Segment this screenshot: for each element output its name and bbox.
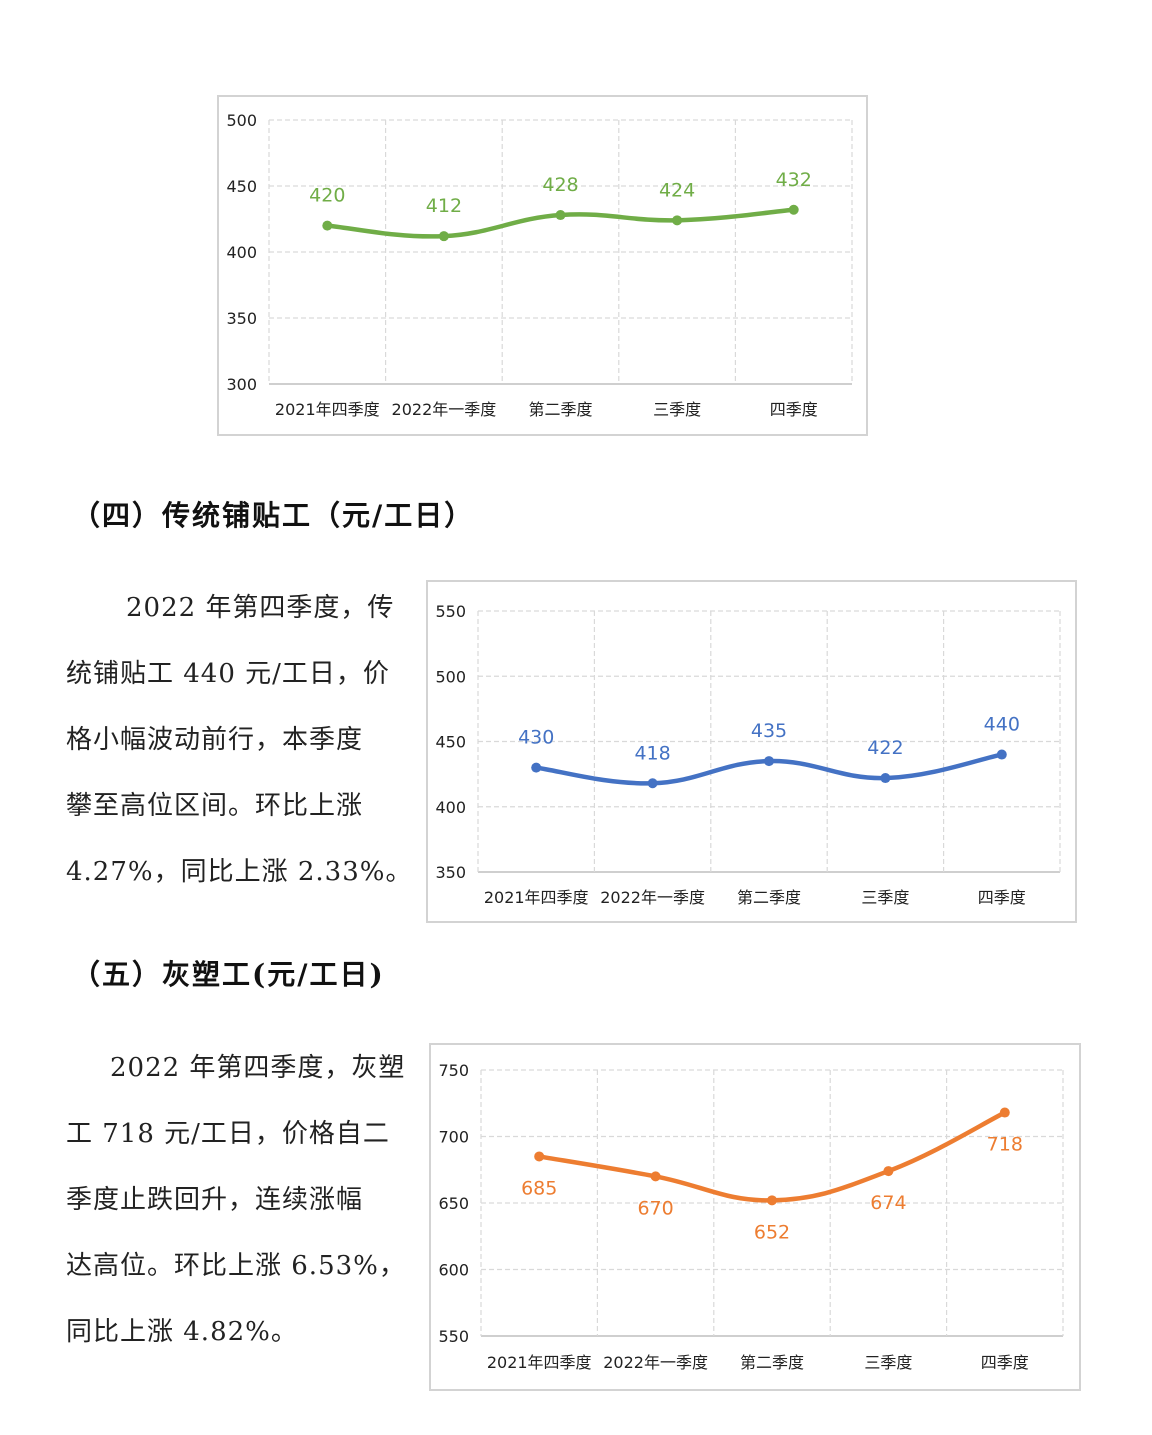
chart-bottom-svg: 550 600 650 700 750 2021年四季度 2022年一季度 第二季度 三季度 四季… [438,1061,1064,1372]
data-label: 652 [754,1221,790,1243]
data-label: 418 [634,742,670,764]
data-point [534,1151,545,1162]
data-label: 670 [637,1197,673,1219]
data-point [880,773,891,784]
data-label: 428 [542,174,578,196]
data-label: 412 [426,195,462,217]
data-label: 440 [984,714,1020,736]
para4-line: 统铺贴工 440 元/工日，价 [66,659,390,689]
x-tick-label: 2021年四季度 [487,1353,592,1372]
x-tick-label: 四季度 [978,888,1026,907]
data-point [883,1166,894,1177]
section4-paragraph: 2022 年第四季度，传 统铺贴工 440 元/工日，价 格小幅波动前行，本季度… [66,575,412,905]
para4-line: 攀至高位区间。环比上涨 [66,791,364,821]
data-label: 718 [987,1134,1023,1156]
section5-heading: （五）灰塑工(元/工日) [72,958,385,991]
data-label: 422 [867,737,903,759]
chart-middle-svg: 350 400 450 500 550 2021年四季度 2022年一季度 第二季度 三季度 四季… [435,602,1061,907]
data-point [531,762,542,773]
x-tick-label: 四季度 [981,1353,1029,1372]
para5-line: 达高位。环比上涨 6.53%， [66,1251,406,1281]
data-point [996,749,1007,760]
chart-middle: 350 400 450 500 550 2021年四季度 2022年一季度 第二季度 三季度 四季… [426,580,1077,923]
data-label: 420 [309,185,345,207]
chart-top-svg: 300 350 400 450 500 2021年四季度 2022年一季度 第二季度 三季度 四季… [226,111,853,419]
x-tick-label: 三季度 [861,888,909,907]
data-point [322,220,333,231]
y-tick-label: 550 [438,1327,469,1346]
chart-bottom: 550 600 650 700 750 2021年四季度 2022年一季度 第二季度 三季度 四季… [429,1043,1081,1391]
data-point [999,1107,1010,1118]
para4-line: 2022 年第四季度，传 [126,593,395,623]
x-tick-label: 四季度 [770,400,818,419]
chart-top: 300 350 400 450 500 2021年四季度 2022年一季度 第二季度 三季度 四季… [217,95,868,436]
data-label: 424 [659,179,695,201]
x-tick-label: 三季度 [653,400,701,419]
para4-line: 格小幅波动前行，本季度 [66,725,364,755]
para5-line: 同比上涨 4.82%。 [66,1317,298,1347]
y-tick-label: 700 [438,1128,469,1147]
data-point [647,778,658,789]
data-point [555,210,566,221]
para4-line: 4.27%，同比上涨 2.33%。 [66,857,413,887]
data-point [438,231,449,242]
data-label: 432 [776,169,812,191]
data-point [788,204,799,215]
x-tick-label: 第二季度 [740,1353,804,1372]
data-point [764,756,774,767]
y-tick-label: 750 [438,1061,469,1080]
para5-line: 2022 年第四季度，灰塑 [110,1053,406,1083]
x-tick-label: 第二季度 [737,888,801,907]
x-tick-label: 第二季度 [528,400,592,419]
x-tick-label: 2022年一季度 [600,888,705,907]
section4-heading: （四）传统铺贴工（元/工日） [72,499,475,532]
y-tick-label: 300 [226,375,257,394]
data-point [650,1171,661,1182]
y-tick-label: 500 [435,667,466,686]
y-tick-label: 450 [226,177,257,196]
section5-paragraph: 2022 年第四季度，灰塑 工 718 元/工日，价格自二 季度止跌回升，连续涨… [66,1035,406,1365]
data-point [767,1195,777,1206]
x-tick-label: 2021年四季度 [275,400,380,419]
series-line [536,1110,1008,1203]
x-tick-label: 2022年一季度 [603,1353,708,1372]
y-tick-label: 350 [435,863,466,882]
data-label: 685 [521,1177,557,1199]
y-tick-label: 400 [435,798,466,817]
data-label: 674 [870,1192,906,1214]
y-tick-label: 350 [226,309,257,328]
y-tick-label: 550 [435,602,466,621]
data-label: 430 [518,727,554,749]
y-tick-label: 500 [226,111,257,130]
data-point [672,215,683,226]
para5-line: 工 718 元/工日，价格自二 [66,1119,390,1149]
x-tick-label: 2022年一季度 [392,400,497,419]
y-tick-label: 400 [226,243,257,262]
para5-line: 季度止跌回升，连续涨幅 [66,1185,364,1215]
y-tick-label: 650 [438,1194,469,1213]
y-tick-label: 600 [438,1261,469,1280]
x-tick-label: 三季度 [864,1353,912,1372]
y-tick-label: 450 [435,733,466,752]
x-tick-label: 2021年四季度 [484,888,589,907]
data-label: 435 [751,720,787,742]
